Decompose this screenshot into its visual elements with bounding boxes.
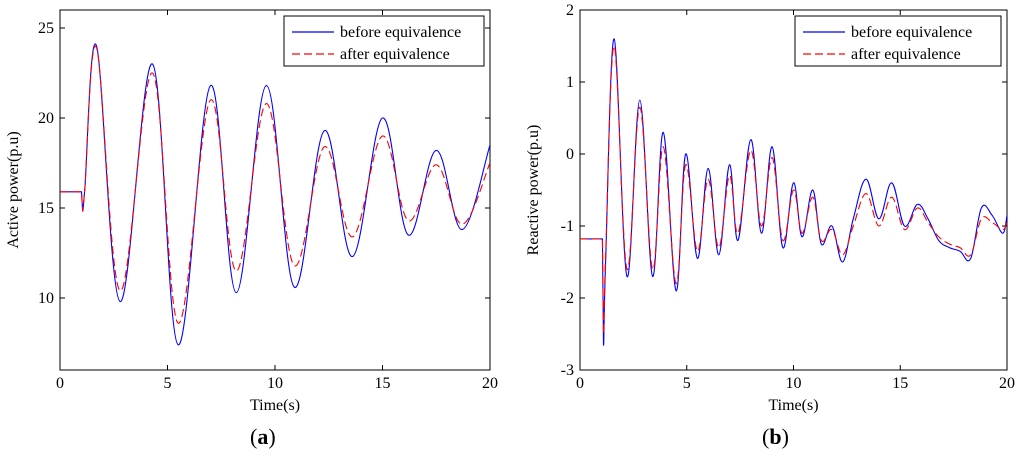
legend-entry-a-1: after equivalence xyxy=(340,46,450,63)
legend-entry-a-0: before equivalence xyxy=(340,24,461,41)
legend-entry-b-0: before equivalence xyxy=(851,24,972,41)
x-tick-label-b-0: 0 xyxy=(576,375,584,392)
y-axis-label-b: Reactive power(p.u) xyxy=(525,125,542,256)
x-tick-label-a-0: 0 xyxy=(56,375,64,392)
chart-b: 0 5 10 15 20 -3 -2 -1 0 1 2 Time(s) Reactive power(p… xyxy=(525,2,1015,414)
x-tick-label-a-4: 20 xyxy=(482,375,498,392)
series-line-a-1 xyxy=(60,45,490,324)
caption-b: (b) xyxy=(762,424,789,449)
x-tick-label-b-4: 20 xyxy=(999,375,1015,392)
y-tick-label-b-1: -2 xyxy=(561,290,574,307)
x-tick-label-b-3: 15 xyxy=(892,375,908,392)
x-tick-label-a-2: 10 xyxy=(267,375,283,392)
y-tick-label-a-0: 10 xyxy=(38,290,54,307)
y-tick-label-b-4: 1 xyxy=(566,74,574,91)
y-tick-label-a-2: 20 xyxy=(38,110,54,127)
y-tick-label-a-1: 15 xyxy=(38,200,54,217)
y-tick-label-b-3: 0 xyxy=(566,146,574,163)
y-axis-label-a: Active power(p.u) xyxy=(5,131,22,248)
y-tick-label-b-0: -3 xyxy=(561,362,574,379)
x-tick-label-a-3: 15 xyxy=(375,375,391,392)
caption-a: (a) xyxy=(250,424,276,449)
x-axis-label-a: Time(s) xyxy=(250,397,300,414)
legend-b xyxy=(794,15,1002,67)
caption-a-letter: a xyxy=(257,424,269,449)
caption-b-letter: b xyxy=(769,424,782,449)
y-tick-label-a-3: 25 xyxy=(38,20,54,37)
x-axis-label-b: Time(s) xyxy=(768,397,818,414)
legend-a xyxy=(283,15,485,67)
plot-area-a xyxy=(59,9,491,371)
x-tick-label-b-2: 10 xyxy=(786,375,802,392)
chart-a: 0 5 10 15 20 10 15 20 25 Time(s) Active power(p.u)… xyxy=(5,9,498,414)
x-tick-label-a-1: 5 xyxy=(164,375,172,392)
legend-entry-b-1: after equivalence xyxy=(851,46,961,63)
x-tick-label-b-1: 5 xyxy=(683,375,691,392)
series-line-b-1 xyxy=(580,45,1007,335)
y-tick-label-b-5: 2 xyxy=(566,2,574,19)
y-tick-label-b-2: -1 xyxy=(561,218,574,235)
